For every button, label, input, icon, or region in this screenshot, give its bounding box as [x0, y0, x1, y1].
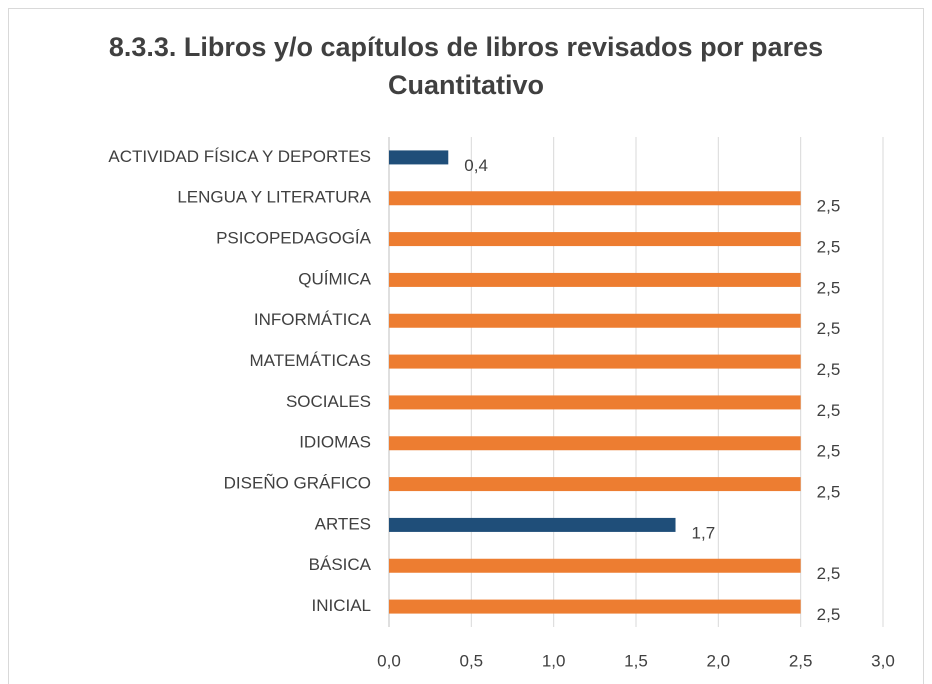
chart-frame [8, 8, 924, 684]
y-tick-label: INFORMÁTICA [254, 310, 372, 329]
value-label: 2,5 [817, 442, 841, 461]
bar [389, 517, 676, 532]
y-tick-label: ACTIVIDAD FÍSICA Y DEPORTES [108, 147, 371, 166]
value-label: 2,5 [817, 605, 841, 624]
bar [389, 150, 449, 165]
value-label: 2,5 [817, 564, 841, 583]
y-tick-label: BÁSICA [309, 555, 372, 574]
bar [389, 436, 801, 451]
bar [389, 232, 801, 247]
x-tick-label: 2,0 [707, 651, 731, 670]
y-tick-label: IDIOMAS [299, 433, 371, 452]
y-tick-label: ARTES [315, 514, 371, 533]
value-label: 1,7 [692, 523, 716, 542]
value-label: 2,5 [817, 360, 841, 379]
x-tick-label: 0,0 [377, 651, 401, 670]
bar [389, 477, 801, 492]
value-label: 0,4 [464, 156, 488, 175]
value-label: 2,5 [817, 197, 841, 216]
x-tick-label: 3,0 [871, 651, 895, 670]
x-tick-label: 1,5 [624, 651, 648, 670]
x-tick-label: 1,0 [542, 651, 566, 670]
bar [389, 354, 801, 369]
bar [389, 599, 801, 614]
y-tick-label: DISEÑO GRÁFICO [224, 474, 371, 493]
x-tick-label: 0,5 [460, 651, 484, 670]
y-tick-label: MATEMÁTICAS [249, 351, 371, 370]
y-tick-label: SOCIALES [286, 392, 371, 411]
bar [389, 313, 801, 328]
chart-title: 8.3.3. Libros y/o capítulos de libros re… [108, 32, 824, 100]
bar [389, 395, 801, 410]
x-tick-label: 2,5 [789, 651, 813, 670]
value-label: 2,5 [817, 238, 841, 257]
value-label: 2,5 [817, 483, 841, 502]
y-tick-label: INICIAL [311, 596, 371, 615]
bar [389, 558, 801, 573]
bar [389, 272, 801, 287]
value-label: 2,5 [817, 319, 841, 338]
y-tick-label: PSICOPEDAGOGÍA [216, 229, 372, 248]
y-tick-label: LENGUA Y LITERATURA [177, 188, 371, 207]
value-label: 2,5 [817, 278, 841, 297]
y-tick-label: QUÍMICA [298, 269, 371, 288]
value-label: 2,5 [817, 401, 841, 420]
bar [389, 191, 801, 206]
